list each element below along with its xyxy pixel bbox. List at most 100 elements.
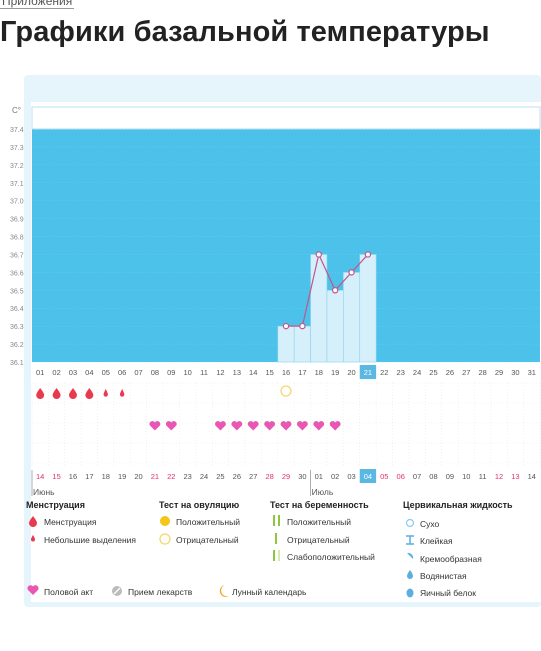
legend-cervical-heading: Цервикальная жидкость [403,500,513,510]
heart-icon [247,421,259,431]
heart-icon [231,421,243,431]
y-tick-label: 36.7 [10,252,24,259]
calendar-date-label: 28 [265,472,273,481]
cycle-day-label: 21 [364,368,372,377]
cycle-day-label: 04 [85,368,93,377]
page-title: Графики базальной температуры [0,16,490,48]
month-label: Июль [312,487,334,497]
legend-pregnancy-heading: Тест на беременность [270,500,369,510]
cycle-day-label: 22 [380,368,388,377]
cycle-day-label: 08 [151,368,159,377]
legend-lunar: Лунный календарь [232,587,307,597]
drop-small-icon [119,389,125,397]
legend-ovulation-negative: Отрицательный [176,535,239,545]
calendar-date-label: 08 [429,472,437,481]
calendar-date-label: 23 [184,472,192,481]
calendar-date-label: 06 [397,472,405,481]
legend-cervical-watery: Водянистая [420,571,467,581]
ovulation-negative-marker [280,385,292,397]
calendar-date-label: 15 [52,472,60,481]
heart-icon [165,421,177,431]
temperature-point [299,322,306,330]
cycle-day-label: 18 [315,368,323,377]
temperature-bar [277,325,295,363]
legend-pregnancy-positive: Положительный [287,517,351,527]
heart-icon [280,421,292,431]
cycle-day-label: 20 [347,368,355,377]
cycle-day-label: 10 [184,368,192,377]
cycle-day-label: 05 [102,368,110,377]
calendar-date-label: 24 [200,472,208,481]
calendar-date-label: 18 [102,472,110,481]
calendar-date-label: 21 [151,472,159,481]
y-tick-label: 36.2 [10,342,24,349]
y-tick-label: 37.1 [10,181,24,188]
drop-small-icon [103,389,108,397]
legend-cervical-creamy: Кремообразная [420,554,482,564]
calendar-date-label: 07 [413,472,421,481]
cycle-day-label: 23 [397,368,405,377]
calendar-date-label: 14 [36,472,44,481]
legend-cervical-sticky: Клейкая [420,536,453,546]
cycle-day-label: 11 [200,368,208,377]
temperature-point [348,269,355,276]
calendar-date-label: 26 [233,472,241,481]
cycle-day-label: 17 [298,368,306,377]
cycle-day-label: 13 [233,368,241,377]
drop-icon [68,388,77,399]
calendar-date-label: 25 [216,472,224,481]
calendar-date-label: 02 [331,472,339,481]
drop-icon [85,388,94,399]
calendar-date-label: 29 [282,472,290,481]
calendar-date-label: 19 [118,472,126,481]
legend-spotting: Небольшие выделения [44,535,136,545]
calendar-date-label: 12 [495,472,503,481]
y-tick-label: 36.5 [10,288,24,295]
y-tick-label: 36.3 [10,324,24,331]
calendar-date-label: 10 [462,472,470,481]
calendar-date-label: 01 [315,472,323,481]
y-axis-label: C° [12,106,21,115]
calendar-date-label: 11 [479,472,487,481]
temperature-bar [310,254,328,363]
calendar-date-label: 30 [298,472,306,481]
y-tick-label: 36.8 [10,235,24,242]
plot-top-band [31,106,541,130]
calendar-date-label: 16 [69,472,77,481]
calendar-date-label: 04 [364,472,372,481]
cycle-day-label: 12 [216,368,224,377]
legend-intercourse: Половой акт [44,587,94,597]
cycle-day-label: 29 [495,368,503,377]
calendar-date-label: 27 [249,472,257,481]
cycle-day-label: 14 [249,368,257,377]
cycle-day-label: 27 [462,368,470,377]
calendar-date-label: 14 [528,472,536,481]
y-tick-label: 37.2 [10,163,24,170]
heart-icon [149,421,161,431]
temperature-bar [343,272,361,363]
cycle-day-label: 24 [413,368,421,377]
legend-cervical-dry: Сухо [420,519,440,529]
calendar-date-label: 13 [511,472,519,481]
calendar-date-label: 20 [134,472,142,481]
heart-icon [264,421,276,431]
heart-icon [296,421,308,431]
heart-icon [329,421,341,431]
today-date-highlight [359,469,377,483]
cycle-day-label: 02 [52,368,60,377]
cycle-day-label: 28 [478,368,486,377]
calendar-date-label: 22 [167,472,175,481]
legend-pregnancy-negative: Отрицательный [287,535,350,545]
cycle-day-label: 19 [331,368,339,377]
temperature-point [331,287,339,294]
cycle-day-label: 03 [69,368,77,377]
y-tick-label: 36.6 [10,270,24,277]
cycle-day-label: 07 [134,368,142,377]
cycle-day-label: 25 [429,368,437,377]
temperature-bar [293,325,311,363]
breadcrumb[interactable]: Приложения [0,0,75,9]
legend-ovulation-positive: Положительный [176,517,240,527]
calendar-date-label: 17 [85,472,93,481]
legend-ovulation-heading: Тест на овуляцию [159,500,240,510]
temperature-bar [326,290,344,363]
